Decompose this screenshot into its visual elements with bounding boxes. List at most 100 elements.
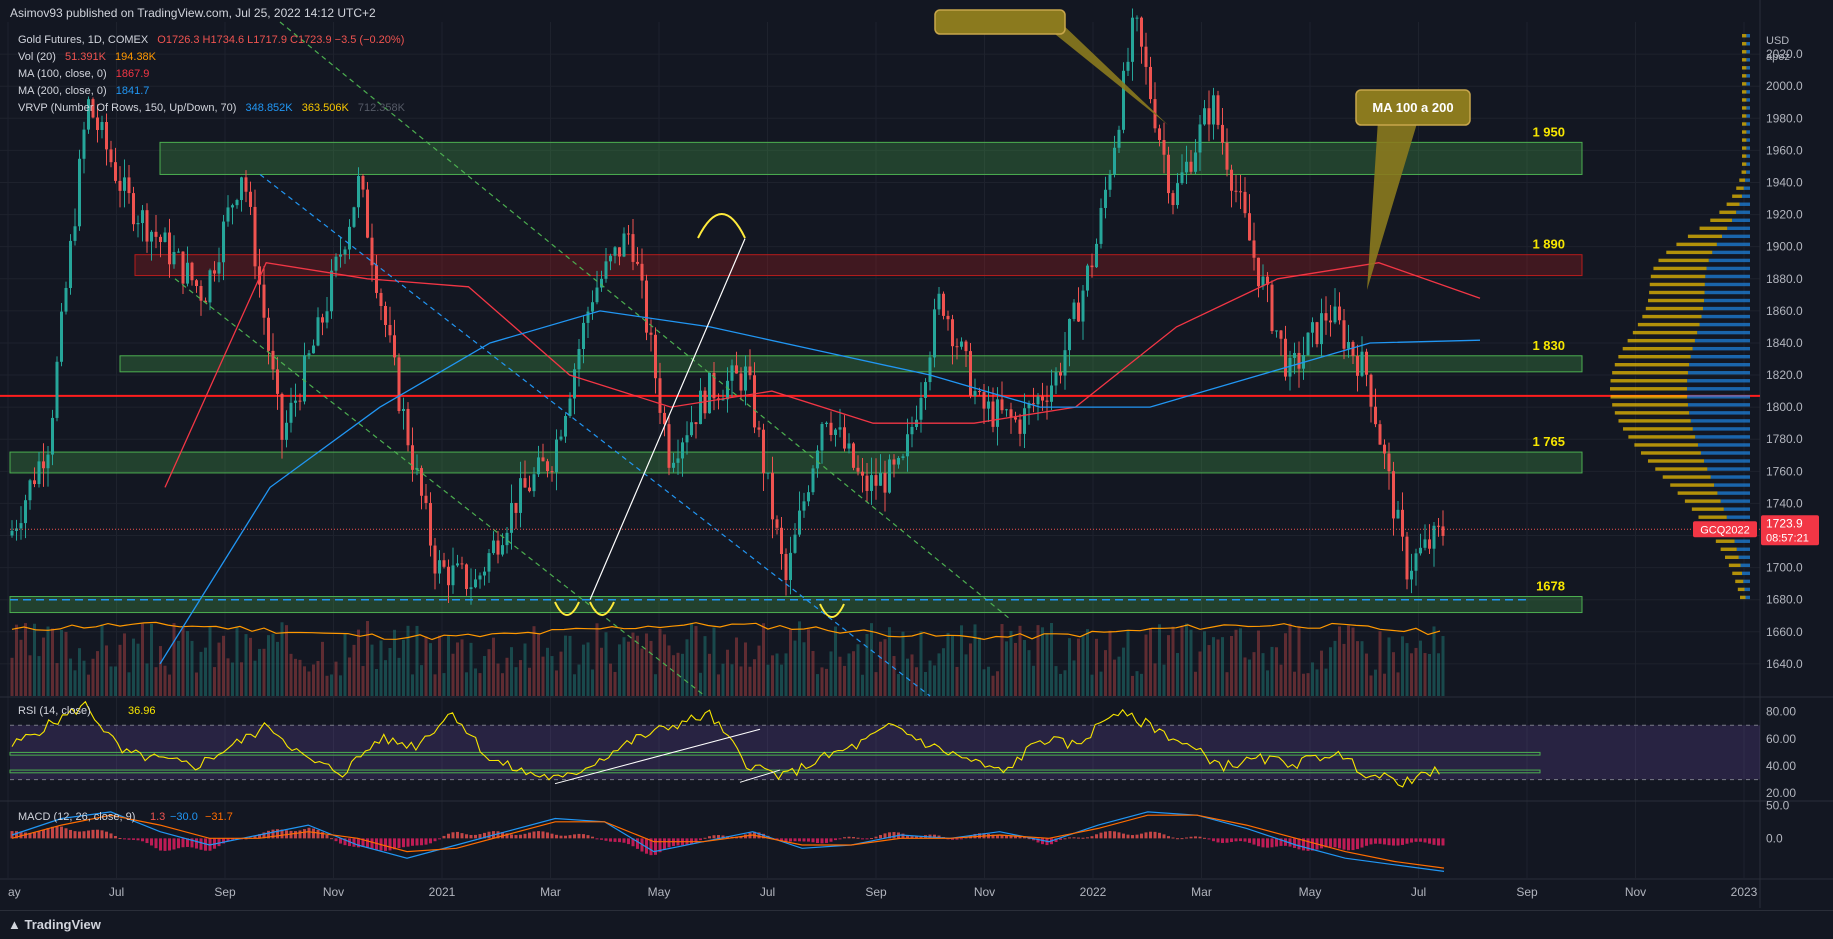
volume-bar [627, 641, 630, 696]
macd-hist-bar [528, 832, 531, 839]
candle-body [528, 487, 531, 492]
volume-bar [73, 670, 77, 696]
macd-hist-bar [15, 831, 18, 839]
volume-bar [1306, 673, 1310, 696]
volume-profile-bar-up [1742, 571, 1750, 576]
legend-ma100-label[interactable]: MA (100, close, 0) [18, 68, 107, 80]
macd-axis-tick: 0.0 [1766, 831, 1783, 845]
volume-profile-bar-down [1691, 507, 1724, 511]
candle-body [316, 317, 320, 346]
candle-body [460, 563, 464, 565]
volume-bar [807, 629, 810, 696]
macd-hist-bar [442, 835, 446, 839]
candle-body [1428, 539, 1431, 549]
macd-hist-bar [1198, 836, 1202, 839]
macd-hist-bar [591, 836, 594, 839]
macd-hist-bar [1252, 838, 1256, 845]
price-axis-tick: 1880.0 [1766, 272, 1803, 286]
volume-bar [1360, 641, 1364, 696]
volume-profile-bar-up [1739, 202, 1750, 206]
candle-body [1009, 409, 1013, 418]
volume-profile-bar-down [1684, 499, 1721, 503]
candle-body [789, 552, 792, 581]
macd-hist-bar [1212, 838, 1215, 842]
macd-hist-bar [1203, 837, 1206, 839]
volume-profile-bar-down [1742, 138, 1747, 142]
volume-profile-bar-down [1612, 403, 1688, 407]
macd-hist-bar [375, 838, 378, 850]
volume-bar [370, 644, 374, 696]
volume-bar [1140, 673, 1143, 696]
volume-bar [1189, 629, 1193, 696]
volume-profile-bar-up [1734, 539, 1750, 543]
candle-body [1131, 17, 1134, 62]
volume-bar [973, 624, 977, 696]
volume-bar [285, 625, 288, 696]
tradingview-logo[interactable]: ▲ TradingView [8, 917, 101, 932]
volume-profile-bar-up [1743, 579, 1750, 584]
candle-body [681, 442, 684, 459]
volume-profile-bar-up [1723, 507, 1750, 511]
volume-bar [1050, 623, 1053, 696]
callout-pointer [1360, 120, 1418, 290]
volume-profile-bar-up [1746, 106, 1750, 110]
candle-body [24, 500, 27, 524]
volume-bar [568, 635, 572, 696]
volume-bar [748, 666, 752, 696]
ma100-line [164, 261, 1481, 488]
macd-hist-bar [1027, 838, 1031, 840]
price-tag-bg [1761, 515, 1819, 546]
volume-profile-bar-down [1662, 475, 1711, 479]
volume-profile-bar-up [1746, 146, 1750, 150]
volume-bar [1225, 672, 1229, 696]
candle-body [748, 366, 752, 376]
candle-body [1171, 193, 1175, 206]
candle-body [177, 251, 180, 253]
legend-vrvp-label[interactable]: VRVP (Number Of Rows, 150, Up/Down, 70) [18, 102, 237, 114]
macd-hist-bar [24, 832, 27, 839]
macd-hist-bar [550, 833, 554, 839]
macd-hist-bar [1261, 838, 1265, 848]
legend-symbol[interactable]: Gold Futures, 1D, COMEX [18, 34, 149, 46]
candle-body [838, 427, 842, 430]
candle-body [946, 315, 950, 320]
volume-bar [298, 659, 302, 696]
zone-rect [119, 355, 1583, 373]
macd-hist-bar [960, 838, 963, 840]
volume-profile-bar-down [1728, 563, 1741, 568]
candle-body [298, 400, 302, 402]
candle-body [519, 478, 522, 513]
macd-hist-bar [1423, 838, 1427, 843]
candle-body [1234, 190, 1238, 192]
candle-body [87, 99, 90, 130]
macd-hist-bar [1077, 837, 1080, 839]
candle-body [555, 439, 558, 473]
candle-body [100, 121, 104, 130]
candle-body [1257, 257, 1260, 287]
volume-bar [411, 674, 414, 696]
zones-group: 1 950 1 890 1 830 1 765 1678 [9, 124, 1583, 614]
candle-body [676, 458, 680, 463]
candle-body [226, 207, 230, 222]
macd-hist-bar [186, 838, 189, 847]
macd-hist-bar [582, 834, 585, 839]
candle-body [1311, 322, 1314, 333]
volume-profile-bar-down [1627, 338, 1695, 343]
legend-vol-label[interactable]: Vol (20) [18, 51, 56, 63]
candle-body [1401, 509, 1404, 537]
macd-hist-bar [37, 831, 41, 839]
macd-hist-bar [289, 830, 293, 839]
volume-profile-bar-down [1710, 218, 1733, 222]
legend-ma200-label[interactable]: MA (200, close, 0) [18, 85, 107, 97]
volume-bar [222, 635, 225, 696]
candle-body [663, 412, 666, 425]
candle-body [699, 390, 702, 425]
volume-profile-bar-up [1703, 306, 1750, 311]
candle-body [613, 247, 617, 256]
candle-body [114, 162, 117, 181]
macd-hist-bar [411, 838, 414, 846]
macd-hist-bar [1311, 838, 1314, 851]
macd-hist-bar [649, 838, 653, 856]
volume-bar [703, 636, 707, 696]
